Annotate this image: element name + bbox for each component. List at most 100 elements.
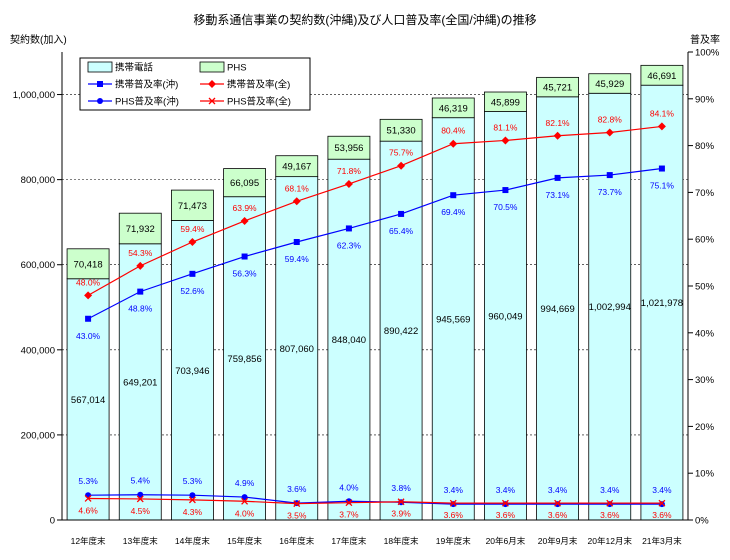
point-cellular-rate-okinawa <box>398 210 405 217</box>
legend-label: PHS普及率(沖) <box>115 96 179 108</box>
y-tick-label: 400,000 <box>21 345 55 356</box>
bar-label-phs: 45,899 <box>491 97 520 108</box>
bar-phs <box>379 118 423 142</box>
point-phs-rate-national <box>606 499 614 507</box>
point-label-cellular-rate-national: 82.1% <box>546 118 571 128</box>
point-cellular-rate-okinawa <box>554 174 561 181</box>
point-label-cellular-rate-okinawa: 70.5% <box>493 202 518 212</box>
point-phs-rate-okinawa <box>554 501 561 508</box>
point-label-phs-rate-national: 3.5% <box>287 511 307 521</box>
point-phs-rate-national <box>554 499 562 507</box>
point-cellular-rate-okinawa <box>293 239 300 246</box>
y2-tick-label: 70% <box>695 188 715 199</box>
point-label-cellular-rate-national: 48.0% <box>76 277 101 287</box>
point-label-cellular-rate-national: 84.1% <box>650 108 675 118</box>
point-label-cellular-rate-okinawa: 65.4% <box>389 226 414 236</box>
point-cellular-rate-national <box>553 131 562 140</box>
point-cellular-rate-okinawa <box>137 288 144 295</box>
point-label-cellular-rate-national: 59.4% <box>180 224 205 234</box>
bar-phs <box>536 76 579 98</box>
y2-tick-label: 20% <box>695 422 715 433</box>
bar-label-cellular: 945,569 <box>436 314 470 325</box>
bar-phs <box>327 135 371 160</box>
y2-tick-label: 80% <box>695 141 715 152</box>
point-phs-rate-national <box>241 497 249 505</box>
line-cellular-rate-national <box>87 125 662 296</box>
legend-item-phs-rate-okinawa: PHS普及率(沖) <box>88 96 179 108</box>
bar-label-phs: 45,929 <box>595 79 624 90</box>
bar-phs <box>431 97 475 119</box>
point-phs-rate-okinawa <box>189 492 196 499</box>
point-label-phs-rate-national: 3.9% <box>391 509 411 519</box>
bar-phs <box>118 212 162 245</box>
bar-phs <box>588 73 632 94</box>
bar-label-cellular: 703,946 <box>175 366 209 377</box>
bar-label-phs: 71,473 <box>178 201 207 212</box>
y-tick-label: 1,000,000 <box>13 90 55 101</box>
data-labels: 567,014 70,418 649,201 71,932 703,946 71,473 7… <box>71 71 683 521</box>
point-label-cellular-rate-okinawa: 62.3% <box>337 240 362 250</box>
point-phs-rate-okinawa <box>241 494 248 501</box>
point-label-cellular-rate-okinawa: 69.4% <box>441 207 466 217</box>
point-cellular-rate-national <box>397 161 406 170</box>
point-label-phs-rate-okinawa: 3.8% <box>391 483 411 493</box>
legend-item-phs: PHS <box>199 61 247 74</box>
point-label-phs-rate-national: 4.0% <box>235 508 255 518</box>
point-label-phs-rate-okinawa: 3.4% <box>600 485 620 495</box>
point-label-phs-rate-okinawa: 3.4% <box>548 485 568 495</box>
y-axis-title: 契約数(加入) <box>10 33 67 46</box>
y2-axis-title: 普及率 <box>690 33 720 46</box>
legend-box <box>79 57 311 111</box>
point-cellular-rate-national <box>657 122 666 131</box>
point-phs-rate-national <box>188 496 196 504</box>
bar-label-cellular: 994,669 <box>540 304 574 315</box>
point-label-cellular-rate-national: 54.3% <box>128 248 153 258</box>
bar-phs <box>223 168 266 198</box>
y2-tick-label: 40% <box>695 328 715 339</box>
point-cellular-rate-okinawa <box>241 253 248 260</box>
point-label-cellular-rate-national: 82.8% <box>598 114 623 124</box>
chart-title: 移動系通信事業の契約数(沖縄)及び人口普及率(全国/沖縄)の推移 <box>193 12 536 27</box>
bar-label-phs: 46,319 <box>439 103 468 114</box>
legend-label: 携帯電話 <box>115 62 154 74</box>
bar-phs <box>640 64 684 86</box>
point-label-phs-rate-okinawa: 5.3% <box>183 476 203 486</box>
point-phs-rate-okinawa <box>137 491 144 498</box>
point-label-cellular-rate-national: 81.1% <box>493 122 518 132</box>
legend-label: 携帯普及率(沖) <box>115 79 178 91</box>
legend-item-cellular: 携帯電話 <box>87 62 154 74</box>
point-label-phs-rate-national: 3.6% <box>652 510 672 520</box>
y2-tick-label: 10% <box>695 469 715 480</box>
point-cellular-rate-okinawa <box>450 192 457 199</box>
bar-phs <box>275 155 319 178</box>
y2-tick-label: 50% <box>695 282 715 293</box>
bar-cellular <box>327 158 371 521</box>
legend-item-cellular-rate-okinawa: 携帯普及率(沖) <box>88 79 178 91</box>
point-cellular-rate-national <box>605 128 614 137</box>
point-label-phs-rate-okinawa: 4.0% <box>339 482 359 492</box>
legend: 携帯電話 PHS 携帯普及率(沖) 携帯普及率(全) PHS普及率(沖) PHS普及率(全… <box>79 57 311 111</box>
x-tick-label: 13年度末 <box>123 536 158 546</box>
line-phs-rate-national <box>88 497 662 505</box>
point-label-phs-rate-okinawa: 4.9% <box>235 478 255 488</box>
bar-cellular <box>223 196 266 521</box>
bar-cellular <box>275 176 319 521</box>
point-label-cellular-rate-okinawa: 59.4% <box>285 254 310 264</box>
point-phs-rate-national <box>136 495 144 503</box>
x-tick-label: 14年度末 <box>175 536 210 546</box>
point-cellular-rate-okinawa <box>345 225 352 232</box>
point-phs-rate-national <box>658 499 666 507</box>
bar-label-phs: 45,721 <box>543 83 572 94</box>
point-cellular-rate-national <box>501 136 510 145</box>
legend-label: PHS <box>227 63 247 74</box>
point-label-cellular-rate-okinawa: 43.0% <box>76 331 101 341</box>
point-label-cellular-rate-okinawa: 52.6% <box>180 286 205 296</box>
point-cellular-rate-okinawa <box>658 165 665 172</box>
bar-label-cellular: 759,856 <box>227 354 261 365</box>
bar-cellular <box>431 117 475 521</box>
x-tick-label: 21年3月末 <box>642 536 682 546</box>
point-label-phs-rate-national: 3.6% <box>548 510 568 520</box>
point-label-phs-rate-okinawa: 3.4% <box>652 485 672 495</box>
legend-label: 携帯普及率(全) <box>227 79 290 91</box>
point-label-phs-rate-okinawa: 3.4% <box>444 485 464 495</box>
